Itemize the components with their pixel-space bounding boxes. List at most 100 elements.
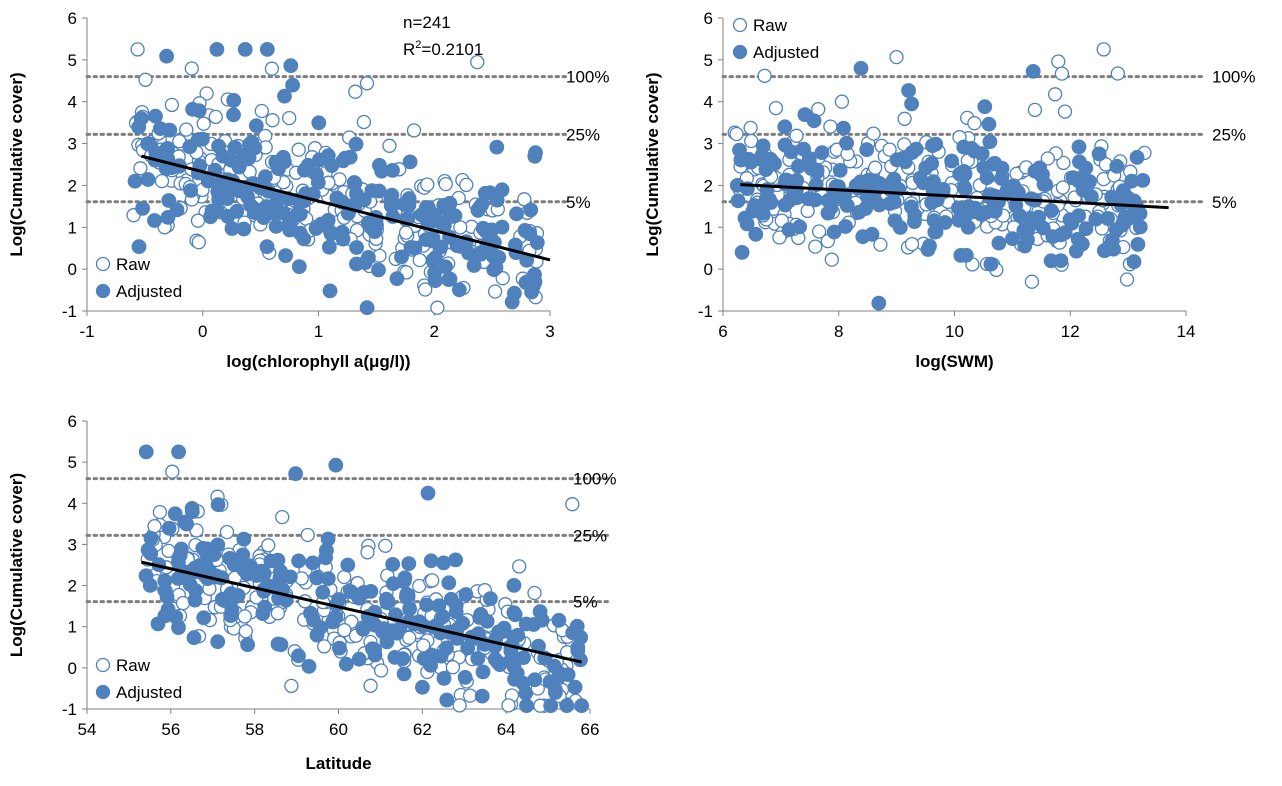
adjusted-point [378,591,394,607]
adjusted-point [1043,203,1059,219]
adjusted-point [427,265,443,281]
adjusted-point [1126,254,1142,270]
raw-point [130,42,145,57]
adjusted-point [349,240,365,255]
adjusted-point [310,175,326,190]
raw-point [889,49,904,65]
adjusted-point [160,140,176,156]
adjusted-point [420,485,436,501]
raw-point [337,623,352,638]
raw-point [866,126,881,141]
adjusted-point [323,224,339,240]
y-tick-label: 3 [704,135,713,154]
adjusted-point [150,616,166,632]
adjusted-point [191,103,207,119]
adjusted-point [385,557,401,572]
adjusted-point [140,136,156,152]
y-tick-label: 0 [68,260,77,279]
raw-point [412,252,427,268]
legend-label-adjusted: Adjusted [116,282,182,301]
adjusted-point [777,137,793,153]
adjusted-point [435,609,451,625]
adjusted-point [387,650,403,665]
adjusted-point [227,139,243,155]
y-tick-label: 5 [68,51,77,70]
raw-point [138,72,153,87]
legend: Raw Adjusted [95,255,182,301]
adjusted-point [169,202,185,218]
adjusted-point [1074,236,1090,252]
raw-point [179,122,194,137]
series-adjusted [127,42,545,316]
raw-point [382,138,397,153]
raw-point [359,76,375,91]
adjusted-point [922,238,937,254]
raw-point [360,545,375,560]
adjusted-point [183,183,199,198]
raw-point [495,271,510,286]
x-tick-label: 2 [430,322,439,341]
adjusted-point [131,239,147,255]
adjusted-point [507,607,523,623]
adjusted-point [475,664,491,680]
raw-point [175,595,191,611]
raw-point [882,142,897,157]
adjusted-point [482,228,498,244]
adjusted-point [210,634,226,650]
adjusted-point [402,601,418,617]
raw-point [1040,151,1055,166]
adjusted-point [958,247,974,263]
raw-point [337,569,352,585]
adjusted-point [507,671,522,687]
adjusted-point [826,224,842,240]
adjusted-point [276,154,292,170]
y-tick-label: 1 [704,218,713,237]
adjusted-point [186,630,202,646]
adjusted-point [222,587,238,603]
adjusted-point [1088,211,1104,227]
adjusted-point [270,552,286,568]
adjusted-point [832,162,848,178]
adjusted-point [226,557,242,572]
adjusted-point [489,192,505,208]
adjusted-point [447,208,463,224]
y-tick-label: 5 [68,453,77,472]
adjusted-point [283,58,299,74]
adjusted-point [739,216,755,232]
x-axis-title: log(chlorophyll a(μg/l)) [226,352,410,371]
adjusted-point [433,239,449,255]
adjusted-point [487,651,503,667]
adjusted-point [1031,209,1046,225]
adjusted-point [1043,253,1059,269]
adjusted-point [796,141,811,157]
raw-point [219,524,235,540]
series-adjusted [138,444,589,714]
x-tick-label: 58 [245,720,264,739]
adjusted-point [296,231,312,247]
adjusted-point [741,151,757,167]
raw-point [1051,54,1066,69]
adjusted-point [1124,173,1139,189]
adjusted-point [957,181,973,197]
adjusted-point [401,556,417,571]
x-tick-label: 8 [834,322,843,341]
adjusted-point [470,202,486,218]
x-tick-label: 54 [78,720,97,739]
raw-point [317,639,332,654]
adjusted-point [288,466,304,482]
x-tick-label: 14 [1177,322,1196,341]
x-tick-label: -1 [79,322,94,341]
adjusted-point [161,193,177,208]
adjusted-point [781,222,797,238]
adjusted-point [855,229,871,245]
adjusted-point [331,640,347,656]
adjusted-point [255,606,271,622]
adjusted-point [291,553,307,569]
raw-point [789,128,804,143]
adjusted-point [527,267,542,283]
adjusted-point [734,244,750,260]
adjusted-point [159,48,175,64]
y-axis-title: Log(Cumulative cover) [7,473,26,657]
adjusted-point [402,154,418,170]
